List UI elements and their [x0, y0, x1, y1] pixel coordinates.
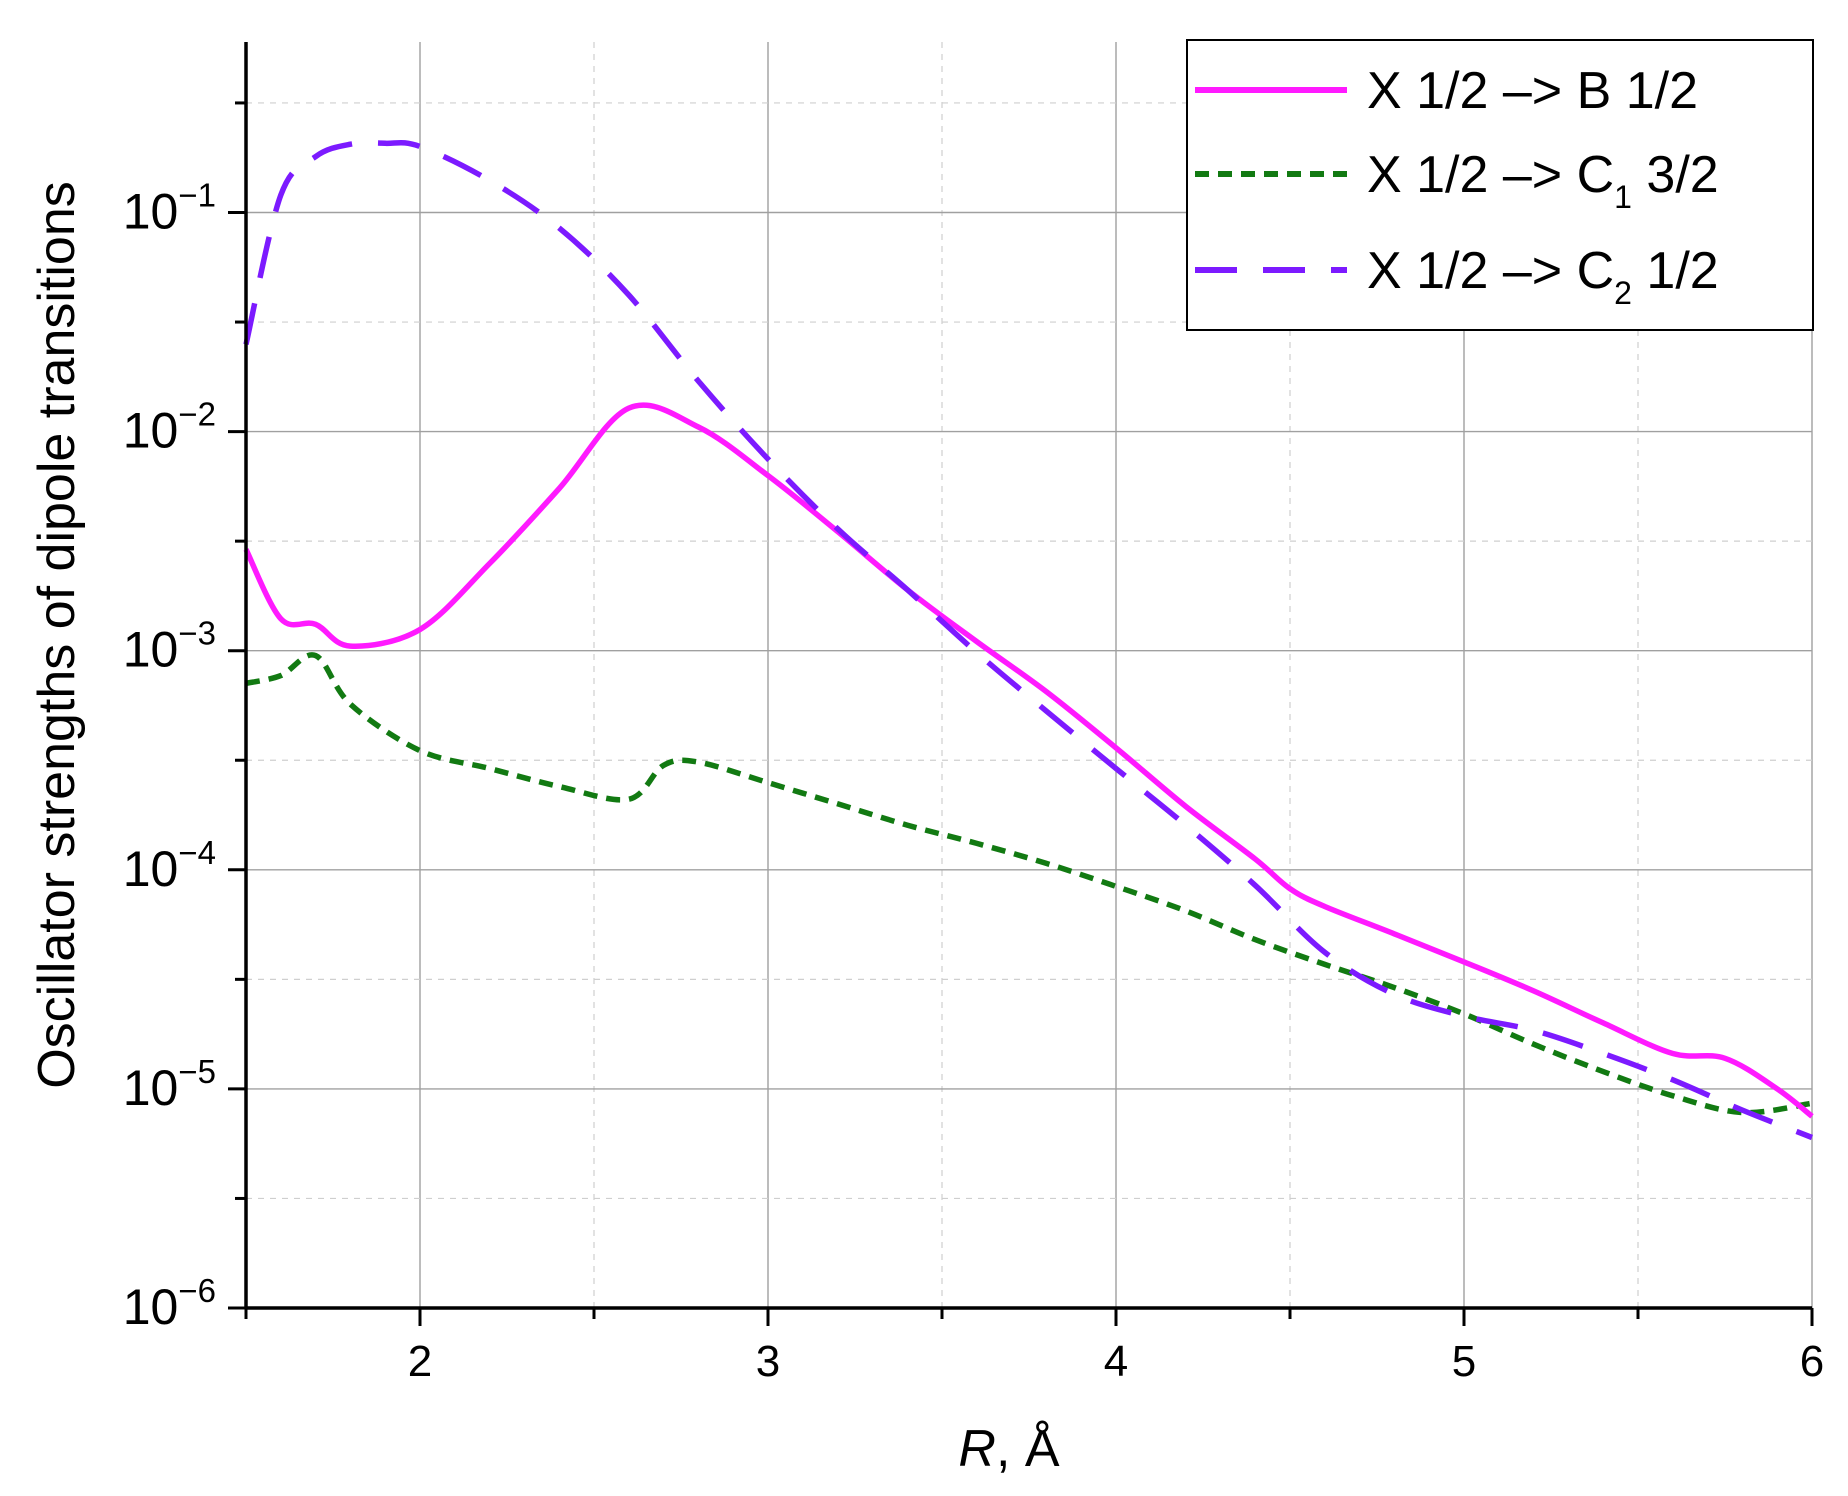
y-tick-exponent: −2 — [178, 396, 216, 433]
x-tick-label: 4 — [1104, 1337, 1128, 1386]
legend-label-main: X 1/2 –> B 1/2 — [1367, 62, 1698, 120]
y-tick-base: 10 — [123, 841, 179, 897]
grid — [246, 42, 1813, 1308]
y-tick-label: 10−6 — [123, 1272, 216, 1335]
y-tick-label: 10−5 — [123, 1053, 216, 1116]
y-tick-base: 10 — [123, 403, 179, 459]
y-tick-exponent: −6 — [178, 1272, 216, 1309]
y-tick-exponent: −4 — [178, 834, 216, 871]
series-line-1 — [243, 402, 1814, 1119]
legend-label-tail: 1/2 — [1632, 242, 1719, 300]
series-line-3 — [243, 139, 1814, 1141]
axes: 2 3 4 5 610−610−510−410−310−210−1R, ÅOscilla… — [28, 42, 1824, 1478]
y-tick-base: 10 — [123, 1279, 179, 1335]
legend-label-tail: 3/2 — [1632, 146, 1719, 204]
y-tick-base: 10 — [123, 183, 179, 239]
y-tick-label: 10−3 — [123, 615, 216, 678]
y-tick-exponent: −3 — [178, 615, 216, 652]
y-axis-label: Oscillator strengths of dipole transitio… — [28, 181, 86, 1089]
y-tick-label: 10−2 — [123, 396, 216, 459]
y-tick-label: 10−1 — [123, 176, 216, 239]
legend-label-subscript: 1 — [1614, 179, 1632, 215]
x-axis-label-var: R — [958, 1420, 996, 1478]
legend-label-3: X 1/2 –> C2 1/2 — [1367, 242, 1719, 311]
y-tick-base: 10 — [123, 622, 179, 678]
series-line-2 — [245, 652, 1813, 1116]
legend-label-2: X 1/2 –> C1 3/2 — [1367, 146, 1719, 215]
legend: X 1/2 –> B 1/2X 1/2 –> C1 3/2X 1/2 –> C2… — [1186, 39, 1814, 331]
x-tick-label: 2 — [408, 1337, 432, 1386]
legend-label-main: X 1/2 –> C — [1367, 146, 1614, 204]
x-tick-label: 3 — [756, 1337, 780, 1386]
x-tick-label: 5 — [1452, 1337, 1476, 1386]
y-tick-exponent: −1 — [178, 176, 216, 213]
y-tick-exponent: −5 — [178, 1053, 216, 1090]
x-tick-label: 6 — [1800, 1337, 1824, 1386]
x-axis-label: R, Å — [958, 1420, 1059, 1478]
legend-label-1: X 1/2 –> B 1/2 — [1367, 62, 1698, 120]
y-tick-base: 10 — [123, 1060, 179, 1116]
legend-label-subscript: 2 — [1614, 275, 1632, 311]
x-axis-label-unit: , Å — [996, 1420, 1060, 1478]
legend-label-main: X 1/2 –> C — [1367, 242, 1614, 300]
series-layer — [243, 139, 1814, 1141]
y-tick-label: 10−4 — [123, 834, 216, 897]
